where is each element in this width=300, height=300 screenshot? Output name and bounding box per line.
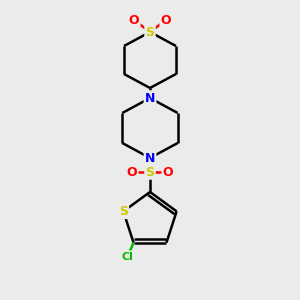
Text: Cl: Cl (122, 252, 134, 262)
Text: O: O (127, 166, 137, 178)
Text: O: O (129, 14, 139, 26)
Text: N: N (145, 152, 155, 164)
Text: S: S (146, 166, 154, 178)
Text: S: S (119, 205, 128, 218)
Text: S: S (146, 26, 154, 38)
Text: O: O (161, 14, 171, 26)
Text: O: O (163, 166, 173, 178)
Text: N: N (145, 92, 155, 104)
